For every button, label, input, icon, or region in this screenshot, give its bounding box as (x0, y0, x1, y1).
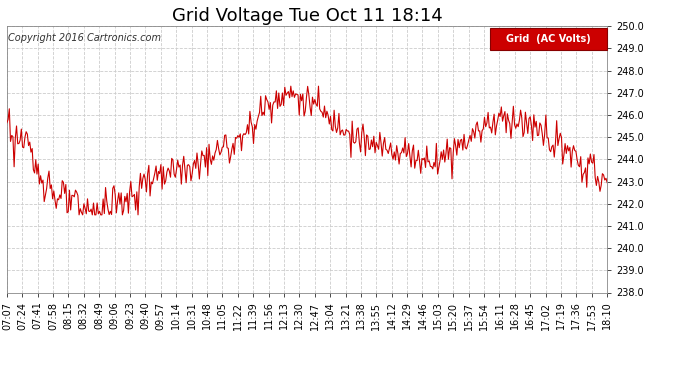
Text: Copyright 2016 Cartronics.com: Copyright 2016 Cartronics.com (8, 33, 161, 43)
Text: Grid  (AC Volts): Grid (AC Volts) (506, 34, 591, 44)
FancyBboxPatch shape (490, 28, 607, 50)
Title: Grid Voltage Tue Oct 11 18:14: Grid Voltage Tue Oct 11 18:14 (172, 7, 442, 25)
